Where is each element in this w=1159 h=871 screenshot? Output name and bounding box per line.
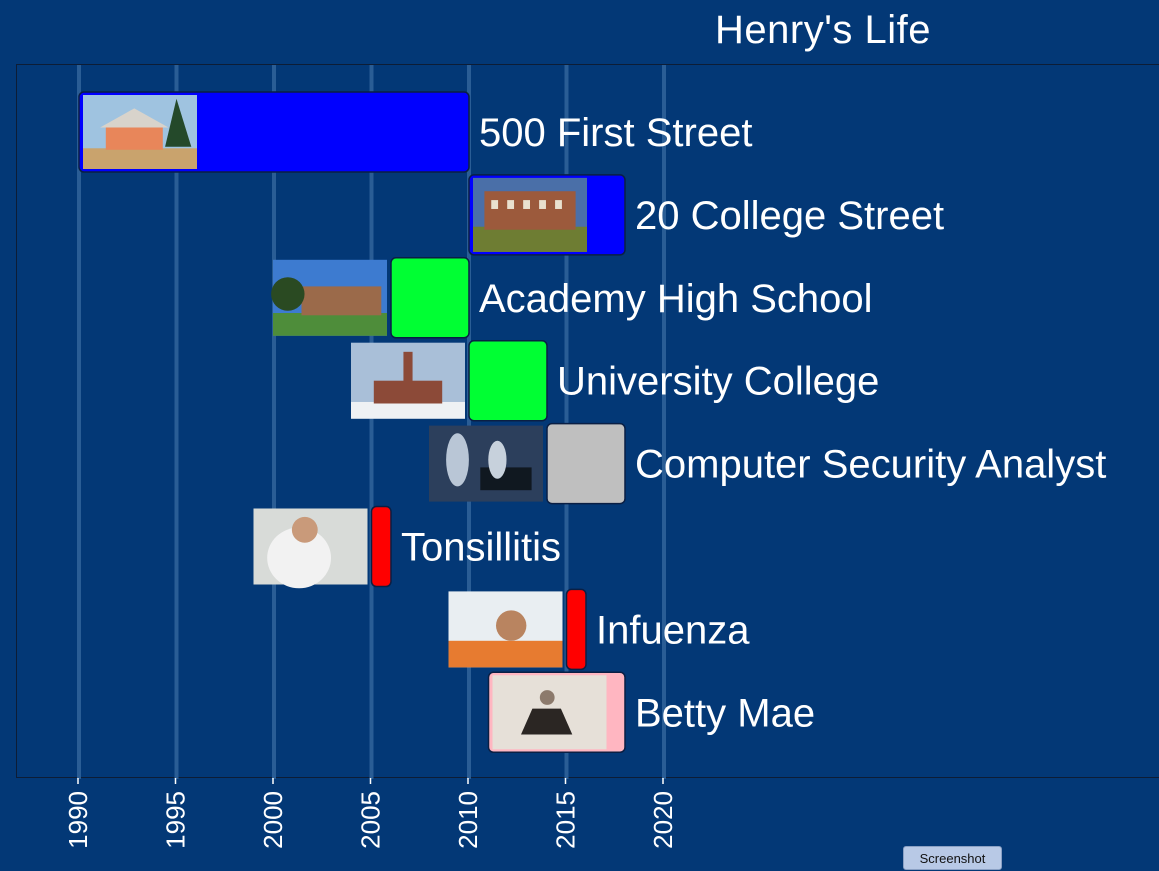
campus-photo-tower (403, 351, 413, 383)
event-bar (565, 588, 587, 671)
house-photo-roof (100, 108, 169, 128)
woman-photo (492, 675, 607, 750)
event-label: Academy High School (479, 277, 873, 321)
doctor-photo (253, 508, 368, 589)
office-photo-person (446, 433, 469, 487)
chart-title: Henry's Life (715, 8, 931, 52)
building-photo-window (523, 200, 530, 209)
campus-photo-snow (351, 401, 465, 419)
sick-photo-shirt (448, 640, 563, 668)
event-label: 20 College Street (635, 194, 944, 238)
x-tick-label: 1995 (161, 791, 191, 849)
timeline-chart: 500 First Street 20 College Street Academy… (77, 65, 1106, 779)
office-photo-bg (429, 425, 543, 502)
timeline-event: 500 First Street (78, 91, 752, 173)
building-photo-lawn (473, 226, 587, 252)
building-photo-window (555, 200, 562, 209)
x-tick-label: 2010 (453, 791, 483, 849)
event-label: 500 First Street (479, 111, 752, 155)
campus-photo-building (373, 380, 443, 404)
x-axis: 1990 1995 2000 2005 2010 2015 2020 (63, 778, 678, 849)
doctor-photo-head (291, 516, 318, 543)
event-label: Computer Security Analyst (635, 443, 1106, 487)
event-bar (546, 422, 626, 505)
campus-photo (351, 342, 465, 419)
office-photo-person (488, 440, 507, 479)
school-photo-building (301, 286, 382, 316)
sick-photo-head (496, 610, 527, 641)
event-bar (370, 505, 392, 588)
timeline-event: University College (351, 339, 879, 422)
plot-area: 500 First Street 20 College Street Academy… (16, 64, 1159, 779)
screenshot-button[interactable]: Screenshot (903, 846, 1002, 870)
x-tick-label: 2005 (356, 791, 386, 849)
house-photo-ground (83, 148, 197, 169)
house-photo-tree (165, 98, 192, 147)
woman-photo-dress (521, 708, 573, 735)
building-photo-window (491, 200, 499, 209)
office-photo (429, 425, 543, 502)
event-label: Infuenza (596, 608, 750, 652)
brick-building-photo (473, 177, 587, 252)
building-photo-walls (484, 191, 576, 230)
event-bar (468, 339, 548, 422)
event-label: University College (557, 360, 879, 404)
office-photo-monitor (480, 467, 532, 491)
x-tick-label: 1990 (63, 791, 93, 849)
house-photo (83, 95, 197, 169)
building-photo-window (507, 200, 515, 209)
school-photo (271, 259, 387, 336)
sick-man-photo (448, 591, 563, 668)
event-label: Betty Mae (635, 691, 815, 735)
woman-photo-head (539, 690, 555, 705)
timeline-event: Infuenza (448, 588, 750, 671)
timeline-event: 20 College Street (468, 174, 944, 256)
house-photo-walls (105, 126, 163, 150)
timeline-event: Tonsillitis (253, 505, 561, 589)
school-photo-lawn (273, 313, 387, 336)
timeline-event: Academy High School (271, 257, 873, 339)
event-bar (390, 257, 470, 339)
x-tick-label: 2015 (551, 791, 581, 849)
event-label: Tonsillitis (401, 526, 561, 570)
timeline-event: Betty Mae (487, 671, 815, 754)
x-tick-label: 2020 (648, 791, 678, 849)
x-tick-label: 2000 (258, 791, 288, 849)
doctor-photo-coat (267, 527, 332, 589)
building-photo-window (539, 200, 546, 209)
timeline-event: Computer Security Analyst (429, 422, 1106, 505)
school-photo-tree (271, 277, 305, 311)
